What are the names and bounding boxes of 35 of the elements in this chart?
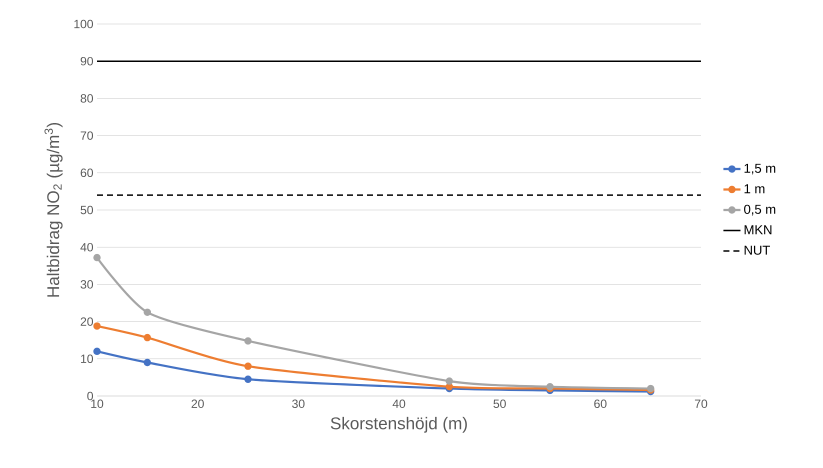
x-tick-label: 60 (594, 400, 607, 408)
legend-label: 0,5 m (744, 204, 776, 216)
y-tick-label: 90 (80, 56, 94, 66)
y-tick-label: 0 (87, 392, 94, 400)
y-tick-label: 80 (80, 94, 94, 103)
x-tick-label: 40 (392, 400, 406, 408)
x-axis-title: Skorstenshöjd (m) (330, 416, 467, 433)
y-tick-label: 100 (74, 20, 94, 28)
y-tick-label: 30 (80, 280, 94, 289)
point (144, 358, 152, 366)
point (93, 348, 101, 356)
point (93, 254, 101, 262)
point (244, 362, 252, 370)
point (144, 334, 152, 342)
x-tick-label: 70 (694, 400, 708, 408)
legend-label: NUT (744, 246, 770, 255)
y-tick-label: 10 (81, 354, 94, 364)
legend-label: MKN (744, 225, 772, 234)
y-tick-label: 50 (80, 206, 94, 214)
x-tick-label: 50 (493, 400, 506, 408)
x-tick-label: 30 (292, 400, 305, 408)
y-axis-title: Haltbidrag NO$_{2}$ (µg/m$^{3}$) (44, 122, 63, 297)
y-tick-label: 70 (80, 131, 94, 140)
point (93, 322, 101, 330)
point (144, 308, 152, 316)
y-tick-label: 60 (80, 168, 94, 178)
legend-label: 1 m (744, 184, 764, 194)
x-tick-label: 20 (192, 400, 204, 408)
point (244, 376, 252, 383)
x-tick-label: 10 (91, 400, 104, 408)
y-tick-label: 40 (80, 242, 94, 252)
point (244, 337, 252, 345)
y-tick-label: 20 (80, 317, 94, 326)
legend-label: 1,5 m (744, 164, 776, 174)
point (446, 377, 454, 385)
